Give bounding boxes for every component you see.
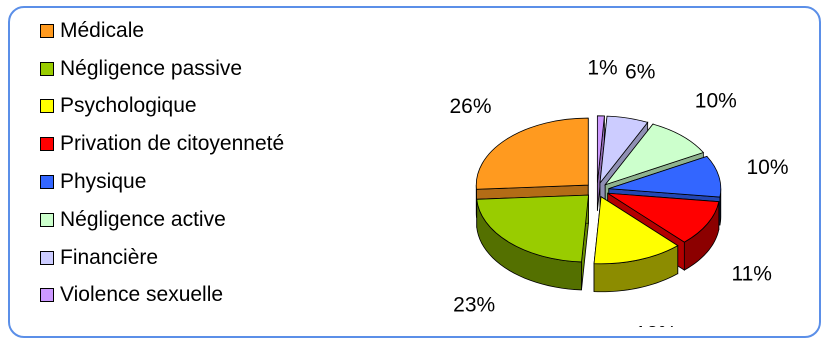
legend-item: Négligence passive	[40, 50, 284, 88]
legend-item: Violence sexuelle	[40, 277, 284, 315]
legend-swatch	[40, 288, 54, 303]
legend-item: Financière	[40, 239, 284, 277]
legend-swatch	[40, 250, 54, 265]
legend-swatch	[40, 61, 54, 76]
legend-item: Privation de citoyenneté	[40, 125, 284, 163]
pie-slice	[593, 196, 679, 293]
legend-item: Psychologique	[40, 88, 284, 126]
data-label: 1%	[587, 57, 617, 80]
pie-slice	[476, 194, 589, 291]
data-label: 10%	[695, 90, 737, 113]
data-label: 13%	[635, 322, 677, 327]
data-label: 11%	[731, 263, 771, 286]
legend-label: Médicale	[60, 18, 145, 42]
legend-item: Négligence active	[40, 201, 284, 239]
legend-label: Négligence active	[60, 207, 226, 231]
legend: Médicale Négligence passive Psychologique P…	[40, 12, 284, 314]
legend-label: Psychologique	[60, 94, 197, 118]
legend-item: Médicale	[40, 12, 284, 50]
legend-swatch	[40, 23, 54, 38]
data-label: 6%	[625, 60, 655, 83]
data-label: 23%	[453, 294, 495, 317]
data-label: 10%	[746, 156, 788, 179]
legend-swatch	[40, 212, 54, 227]
legend-swatch	[40, 99, 54, 114]
legend-label: Physique	[60, 170, 147, 194]
legend-swatch	[40, 137, 54, 152]
legend-label: Négligence passive	[60, 56, 243, 80]
legend-label: Financière	[60, 245, 159, 269]
data-label: 26%	[449, 95, 491, 118]
pie-chart: 1% 6% 10% 10% 11% 13% 23% 26%	[449, 57, 788, 328]
legend-swatch	[40, 175, 54, 190]
legend-label: Privation de citoyenneté	[60, 132, 285, 156]
legend-item: Physique	[40, 163, 284, 201]
legend-label: Violence sexuelle	[60, 283, 224, 307]
